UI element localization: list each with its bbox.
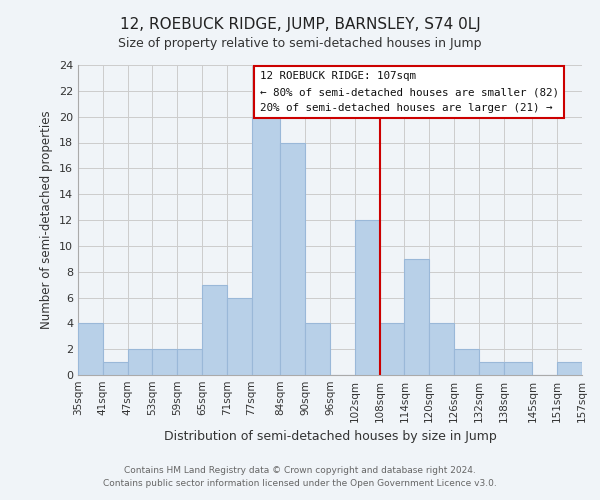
Bar xyxy=(582,362,600,375)
Bar xyxy=(429,324,454,375)
Bar xyxy=(103,362,128,375)
Text: 12 ROEBUCK RIDGE: 107sqm
← 80% of semi-detached houses are smaller (82)
20% of s: 12 ROEBUCK RIDGE: 107sqm ← 80% of semi-d… xyxy=(260,72,559,112)
Text: 12, ROEBUCK RIDGE, JUMP, BARNSLEY, S74 0LJ: 12, ROEBUCK RIDGE, JUMP, BARNSLEY, S74 0… xyxy=(119,18,481,32)
Y-axis label: Number of semi-detached properties: Number of semi-detached properties xyxy=(40,110,53,330)
X-axis label: Distribution of semi-detached houses by size in Jump: Distribution of semi-detached houses by … xyxy=(164,430,496,444)
Bar xyxy=(280,142,305,375)
Bar xyxy=(380,324,404,375)
Bar xyxy=(227,298,251,375)
Bar xyxy=(177,349,202,375)
Bar xyxy=(152,349,177,375)
Bar xyxy=(503,362,532,375)
Bar xyxy=(251,116,280,375)
Text: Contains HM Land Registry data © Crown copyright and database right 2024.
Contai: Contains HM Land Registry data © Crown c… xyxy=(103,466,497,487)
Bar xyxy=(404,259,429,375)
Text: Size of property relative to semi-detached houses in Jump: Size of property relative to semi-detach… xyxy=(118,38,482,51)
Bar xyxy=(305,324,330,375)
Bar xyxy=(557,362,582,375)
Bar xyxy=(355,220,380,375)
Bar xyxy=(128,349,152,375)
Bar xyxy=(479,362,503,375)
Bar xyxy=(78,324,103,375)
Bar xyxy=(454,349,479,375)
Bar xyxy=(202,284,227,375)
